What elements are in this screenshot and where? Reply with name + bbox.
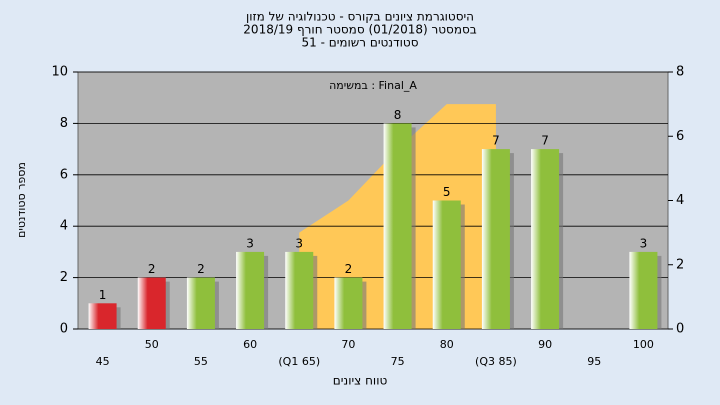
y-axis-label: מספר סטודנטים	[15, 162, 28, 238]
data-label: 7	[492, 134, 500, 148]
data-label: 2	[345, 262, 353, 276]
bar	[334, 277, 363, 329]
data-label: 2	[197, 262, 205, 276]
x-tick-label: (Q1 65)	[278, 355, 320, 368]
y-tick-label: 2	[60, 270, 68, 285]
data-label: 1	[99, 288, 107, 302]
x-tick-label: 60	[243, 338, 257, 351]
y2-tick-label: 6	[676, 129, 684, 144]
x-tick-label: 45	[96, 355, 110, 368]
annotation: במשימה : Final_A	[329, 79, 417, 92]
chart-title: היסטוגרמת ציונים בקורס - טכנולוגיה של מז…	[246, 10, 474, 24]
y-tick-label: 6	[60, 167, 68, 182]
y-tick-label: 4	[60, 219, 68, 234]
bar	[481, 149, 510, 329]
x-tick-label: 50	[145, 338, 159, 351]
y2-tick-label: 4	[676, 193, 684, 208]
bar	[531, 149, 560, 329]
x-tick-label: 100	[633, 338, 654, 351]
data-label: 3	[640, 236, 648, 250]
bar	[137, 277, 166, 329]
chart-title: בסמסטר (01/2018) סמסטר חורף 2018/19	[243, 23, 476, 37]
x-tick-label: 95	[587, 355, 601, 368]
bar	[236, 251, 265, 329]
x-tick-label: 80	[440, 338, 454, 351]
data-label: 7	[541, 134, 549, 148]
x-tick-label: (Q3 85)	[475, 355, 517, 368]
y-tick-label: 0	[60, 322, 68, 337]
bar	[432, 200, 461, 329]
data-label: 2	[148, 262, 156, 276]
x-tick-label: 75	[391, 355, 405, 368]
data-label: 3	[295, 236, 303, 250]
bar	[383, 123, 412, 330]
y2-tick-label: 8	[676, 65, 684, 80]
y2-tick-label: 0	[676, 322, 684, 337]
data-label: 8	[394, 108, 402, 122]
x-tick-label: 55	[194, 355, 208, 368]
x-tick-label: 90	[538, 338, 552, 351]
bar	[88, 303, 117, 329]
data-label: 5	[443, 185, 451, 199]
chart-title: סטודנטים רשומים - 51	[301, 36, 418, 50]
x-tick-label: 70	[341, 338, 355, 351]
y-tick-label: 8	[60, 116, 68, 131]
data-label: 3	[246, 236, 254, 250]
bar	[285, 251, 314, 329]
bar	[629, 251, 658, 329]
y2-tick-label: 2	[676, 257, 684, 272]
y-tick-label: 10	[51, 65, 68, 80]
x-axis-label: טווח ציונים	[333, 374, 388, 388]
bar	[186, 277, 215, 329]
